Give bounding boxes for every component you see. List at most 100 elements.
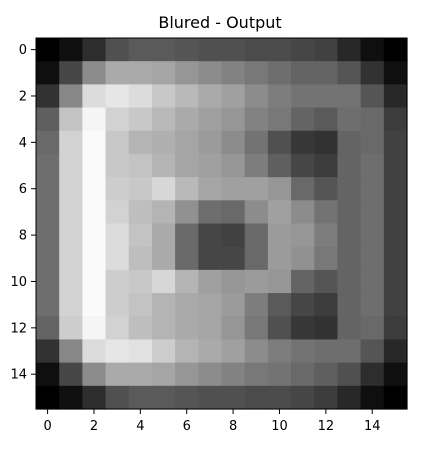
heatmap-cell-r3-c14: [360, 107, 385, 132]
x-tick-label-14: 14: [364, 419, 381, 434]
heatmap-cell-r7-c5: [151, 200, 176, 225]
x-tick-label-8: 8: [229, 419, 237, 434]
heatmap-cell-r4-c14: [360, 130, 385, 155]
heatmap-cell-r12-c4: [128, 316, 153, 341]
heatmap-cell-r8-c15: [383, 223, 408, 248]
y-tick-label-2: 2: [19, 89, 27, 104]
heatmap-cell-r5-c9: [244, 153, 269, 178]
heatmap-cell-r8-c10: [267, 223, 292, 248]
heatmap-cell-r13-c2: [82, 339, 107, 364]
heatmap-cell-r5-c0: [36, 153, 60, 178]
heatmap-cell-r8-c1: [59, 223, 83, 248]
heatmap-cell-r2-c2: [82, 84, 107, 109]
y-tick-label-14: 14: [10, 368, 27, 383]
heatmap-cell-r1-c14: [360, 61, 385, 85]
heatmap-cell-r10-c2: [82, 269, 107, 294]
y-tick-label-0: 0: [19, 43, 27, 58]
heatmap-cell-r3-c2: [82, 107, 107, 132]
heatmap-cell-r0-c1: [59, 38, 83, 62]
heatmap-cell-r4-c13: [337, 130, 362, 155]
heatmap-cell-r0-c6: [175, 38, 199, 62]
x-tick-label-2: 2: [90, 419, 98, 434]
heatmap-cell-r14-c7: [198, 362, 223, 387]
y-tick-label-12: 12: [10, 321, 27, 336]
heatmap-cell-r1-c12: [314, 61, 339, 85]
x-tick-label-6: 6: [183, 419, 191, 434]
heatmap-cell-r1-c9: [244, 61, 269, 85]
heatmap-cell-r13-c1: [59, 339, 83, 364]
heatmap-cell-r11-c1: [59, 293, 83, 317]
heatmap-cell-r14-c6: [175, 362, 199, 387]
heatmap-cell-r11-c6: [175, 293, 199, 317]
heatmap-cell-r5-c13: [337, 153, 362, 178]
heatmap-cell-r0-c3: [105, 38, 130, 62]
heatmap-cell-r12-c6: [175, 316, 199, 341]
x-tick-label-12: 12: [318, 419, 335, 434]
heatmap-cell-r6-c10: [267, 177, 292, 201]
heatmap-cell-r7-c13: [337, 200, 362, 225]
heatmap-cell-r1-c2: [82, 61, 107, 85]
chart-title: Blured - Output: [158, 13, 281, 32]
heatmap-cell-r9-c14: [360, 246, 385, 271]
heatmap-cell-r5-c11: [291, 153, 315, 178]
heatmap-cell-r14-c3: [105, 362, 130, 387]
heatmap-cell-r14-c10: [267, 362, 292, 387]
heatmap-cell-r9-c15: [383, 246, 408, 271]
heatmap-cell-r3-c1: [59, 107, 83, 132]
heatmap-cell-r9-c3: [105, 246, 130, 271]
heatmap-cell-r2-c1: [59, 84, 83, 109]
heatmap-cell-r14-c11: [291, 362, 315, 387]
heatmap-cell-r3-c0: [36, 107, 60, 132]
heatmap-cell-r11-c9: [244, 293, 269, 317]
heatmap-cell-r9-c4: [128, 246, 153, 271]
heatmap-cell-r5-c3: [105, 153, 130, 178]
heatmap-cell-r4-c1: [59, 130, 83, 155]
heatmap-cell-r11-c3: [105, 293, 130, 317]
heatmap-cell-r8-c11: [291, 223, 315, 248]
y-tick-label-8: 8: [19, 229, 27, 244]
heatmap-cell-r11-c11: [291, 293, 315, 317]
heatmap-cell-r8-c6: [175, 223, 199, 248]
heatmap-cell-r2-c15: [383, 84, 408, 109]
heatmap-cell-r8-c0: [36, 223, 60, 248]
heatmap-cell-r4-c12: [314, 130, 339, 155]
heatmap-cell-r10-c12: [314, 269, 339, 294]
heatmap-cell-r0-c7: [198, 38, 223, 62]
heatmap-cell-r1-c11: [291, 61, 315, 85]
heatmap-cell-r12-c1: [59, 316, 83, 341]
heatmap-cell-r3-c4: [128, 107, 153, 132]
heatmap-cell-r13-c15: [383, 339, 408, 364]
heatmap-cell-r15-c4: [128, 385, 153, 410]
heatmap-cell-r7-c9: [244, 200, 269, 225]
heatmap-cell-r3-c7: [198, 107, 223, 132]
heatmap-cell-r5-c6: [175, 153, 199, 178]
heatmap-cell-r2-c13: [337, 84, 362, 109]
heatmap-cell-r14-c8: [221, 362, 246, 387]
heatmap-cell-r9-c8: [221, 246, 246, 271]
heatmap-cell-r8-c8: [221, 223, 246, 248]
heatmap-cell-r6-c0: [36, 177, 60, 201]
heatmap-cell-r7-c14: [360, 200, 385, 225]
heatmap-cell-r7-c1: [59, 200, 83, 225]
heatmap-cell-r7-c12: [314, 200, 339, 225]
heatmap-cell-r7-c0: [36, 200, 60, 225]
y-tick-label-4: 4: [19, 136, 27, 151]
heatmap-cell-r0-c14: [360, 38, 385, 62]
heatmap-cell-r9-c7: [198, 246, 223, 271]
heatmap-cell-r9-c1: [59, 246, 83, 271]
heatmap-cell-r14-c2: [82, 362, 107, 387]
heatmap-cell-r11-c0: [36, 293, 60, 317]
heatmap-cell-r14-c14: [360, 362, 385, 387]
heatmap-cell-r5-c12: [314, 153, 339, 178]
heatmap-cell-r15-c9: [244, 385, 269, 410]
heatmap-cell-r6-c3: [105, 177, 130, 201]
heatmap-cell-r12-c13: [337, 316, 362, 341]
heatmap-cell-r4-c9: [244, 130, 269, 155]
heatmap-cell-r4-c4: [128, 130, 153, 155]
heatmap-cell-r5-c1: [59, 153, 83, 178]
heatmap-cell-r5-c7: [198, 153, 223, 178]
heatmap-cell-r4-c3: [105, 130, 130, 155]
heatmap-cell-r8-c4: [128, 223, 153, 248]
heatmap-cell-r6-c9: [244, 177, 269, 201]
heatmap-cell-r3-c9: [244, 107, 269, 132]
